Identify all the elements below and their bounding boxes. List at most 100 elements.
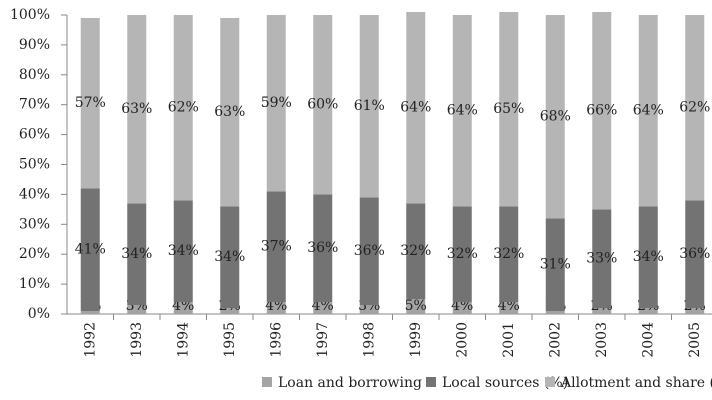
bar-segment	[359, 15, 379, 198]
x-tick-label: 2003	[594, 322, 610, 358]
y-tick-label: 70%	[19, 97, 50, 113]
bar-segment	[406, 12, 426, 204]
legend-swatch	[426, 377, 436, 387]
bar-segment	[220, 17, 240, 207]
data-label: 63%	[214, 104, 245, 120]
bar-segment	[545, 311, 565, 314]
data-label: 66%	[586, 103, 617, 119]
bar-segment	[313, 15, 333, 195]
y-tick-label: 100%	[10, 7, 50, 23]
x-tick-label: 1993	[129, 322, 145, 358]
bar-segment	[499, 302, 519, 314]
legend-swatch	[545, 377, 555, 387]
legend-label: Loan and borrowing	[278, 375, 422, 391]
data-label: 62%	[168, 100, 199, 116]
y-tick-label: 40%	[19, 186, 50, 202]
x-tick-label: 1996	[268, 322, 284, 358]
x-tick-label: 1992	[82, 322, 98, 358]
bar-segment	[545, 15, 565, 219]
bar-segment	[592, 308, 612, 314]
data-label: 36%	[679, 246, 710, 262]
bar-segment	[173, 200, 193, 303]
data-label: 63%	[121, 101, 152, 117]
bar-segment	[359, 305, 379, 314]
bar-segment	[638, 308, 658, 314]
x-tick-label: 1999	[408, 322, 424, 358]
data-label: 68%	[540, 109, 571, 125]
bar-segment	[173, 302, 193, 314]
bar-segment	[685, 15, 705, 201]
x-tick-label: 2004	[640, 322, 656, 358]
bar-segment	[173, 15, 193, 201]
data-label: 41%	[75, 242, 106, 258]
bar-segment	[452, 206, 472, 303]
data-label: 64%	[633, 103, 664, 119]
y-tick-label: 30%	[19, 216, 50, 232]
data-label: 60%	[307, 97, 338, 113]
bar-segment	[266, 191, 286, 303]
data-label: 62%	[679, 100, 710, 116]
bar-segment	[592, 209, 612, 309]
data-label: 5%	[405, 298, 427, 314]
bar-segment	[406, 203, 426, 300]
bar-segment	[313, 194, 333, 303]
data-label: 34%	[214, 249, 245, 265]
y-tick-label: 80%	[19, 67, 50, 83]
y-tick-label: 20%	[19, 246, 50, 262]
bar-segment	[452, 15, 472, 207]
data-label: 36%	[354, 243, 385, 259]
bar-segment	[127, 15, 147, 204]
bar-segment	[406, 299, 426, 314]
x-tick-label: 2005	[687, 322, 703, 358]
y-tick-label: 50%	[19, 157, 50, 173]
bar-segment	[592, 12, 612, 210]
x-tick-label: 1998	[361, 322, 377, 358]
bar-segment	[80, 188, 100, 312]
data-label: 32%	[400, 243, 431, 259]
bar-segment	[499, 206, 519, 303]
bar-segment	[499, 12, 519, 207]
legend-label: Local sources (%)	[442, 375, 568, 391]
y-tick-label: 0%	[28, 306, 50, 322]
bar-segment	[359, 197, 379, 306]
bar-segment	[685, 308, 705, 314]
x-tick-label: 2002	[547, 322, 563, 358]
bar-segment	[638, 15, 658, 207]
bar-segment	[80, 17, 100, 189]
legend-swatch	[262, 377, 272, 387]
bar-segment	[685, 200, 705, 309]
y-tick-label: 90%	[19, 37, 50, 53]
bar-segment	[266, 302, 286, 314]
data-label: 31%	[540, 257, 571, 273]
data-label: 64%	[400, 100, 431, 116]
data-label: 34%	[121, 246, 152, 262]
x-tick-label: 1997	[315, 322, 331, 358]
y-tick-label: 60%	[19, 127, 50, 143]
bar-segment	[127, 305, 147, 314]
data-label: 36%	[307, 240, 338, 256]
data-label: 61%	[354, 98, 385, 114]
data-label: 34%	[633, 249, 664, 265]
data-label: 65%	[493, 101, 524, 117]
bar-segment	[638, 206, 658, 309]
x-tick-label: 2000	[454, 322, 470, 358]
data-label: 33%	[586, 251, 617, 267]
bar-segment	[313, 302, 333, 314]
bar-segment	[220, 206, 240, 309]
data-label: 59%	[261, 95, 292, 111]
data-label: 37%	[261, 239, 292, 255]
bar-segment	[127, 203, 147, 306]
data-label: 34%	[168, 243, 199, 259]
x-tick-label: 1995	[222, 322, 238, 358]
bar-segment	[266, 15, 286, 192]
x-tick-label: 2001	[501, 322, 517, 358]
bar-segment	[220, 308, 240, 314]
data-label: 64%	[447, 103, 478, 119]
data-label: 57%	[75, 95, 106, 111]
data-label: 32%	[493, 246, 524, 262]
bar-segment	[452, 302, 472, 314]
y-tick-label: 10%	[19, 276, 50, 292]
bar-segment	[80, 311, 100, 314]
bar-segment	[545, 218, 565, 312]
